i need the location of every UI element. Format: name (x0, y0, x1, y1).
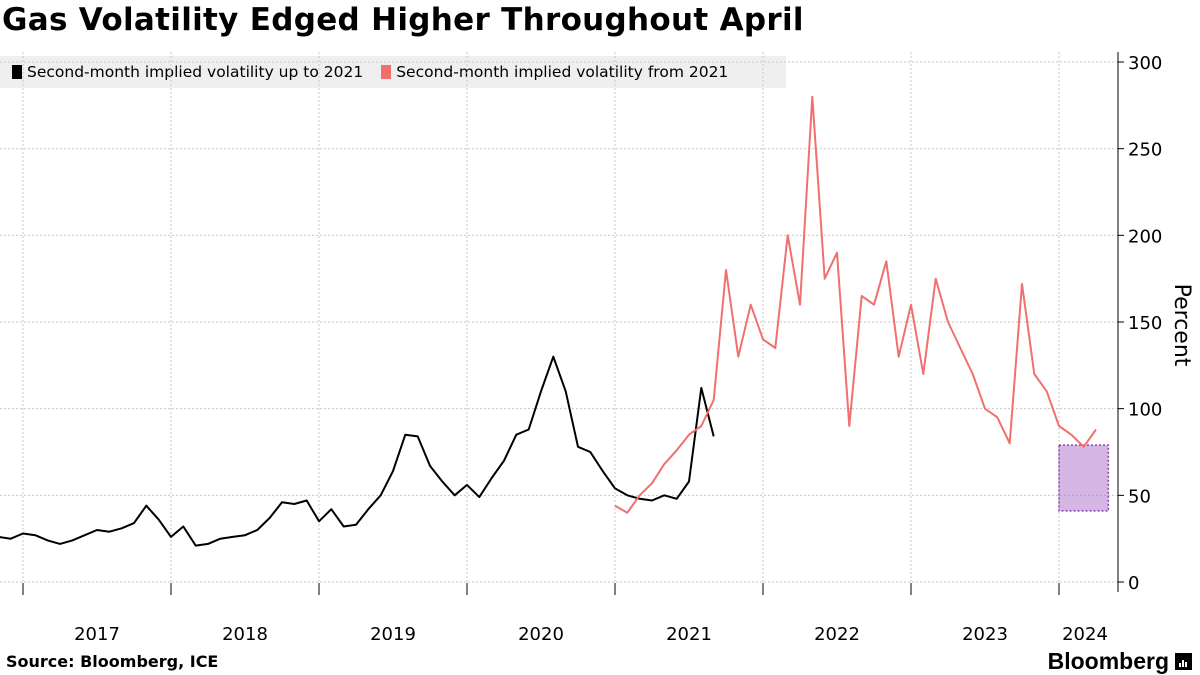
axes: 0 50 100 150 200 250 300 2017 2018 2019 2020 2021 20… (22, 52, 1162, 640)
y-tick-label: 0 (1128, 573, 1139, 594)
source-note: Source: Bloomberg, ICE (6, 652, 219, 671)
legend-item-after: Second-month implied volatility from 202… (381, 63, 728, 81)
x-tick-label: 2018 (222, 624, 268, 640)
y-tick-label: 150 (1128, 313, 1162, 334)
x-tick-label: 2023 (962, 624, 1008, 640)
x-tick-label: 2017 (74, 624, 120, 640)
y-tick-label: 200 (1128, 226, 1162, 247)
legend-label-before: Second-month implied volatility up to 20… (27, 63, 364, 81)
chart-title: Gas Volatility Edged Higher Throughout A… (2, 2, 804, 38)
y-axis-label: Percent (1169, 284, 1194, 367)
series-line-1 (614, 95, 1097, 514)
y-tick-label: 250 (1128, 140, 1162, 161)
highlight-box (1058, 444, 1110, 512)
legend-label-after: Second-month implied volatility from 202… (396, 63, 729, 81)
bloomberg-icon (1175, 653, 1192, 670)
series-layer (0, 95, 1097, 547)
x-tick-label: 2019 (370, 624, 416, 640)
series-line-0 (0, 355, 715, 547)
legend-swatch-before (12, 65, 22, 79)
x-tick-label: 2024 (1062, 624, 1108, 640)
grid (0, 52, 1118, 583)
y-tick-label: 300 (1128, 53, 1162, 74)
legend-item-before: Second-month implied volatility up to 20… (12, 63, 363, 81)
x-tick-label: 2021 (666, 624, 712, 640)
brand-name: Bloomberg (1047, 648, 1169, 674)
x-tick-label: 2022 (814, 624, 860, 640)
y-tick-label: 50 (1128, 486, 1151, 507)
legend: Second-month implied volatility up to 20… (0, 56, 786, 88)
line-chart: 0 50 100 150 200 250 300 2017 2018 2019 2020 2021 20… (0, 52, 1194, 640)
x-tick-label: 2020 (518, 624, 564, 640)
highlight-layer (1058, 444, 1110, 512)
y-tick-label: 100 (1128, 400, 1162, 421)
bloomberg-logo: Bloomberg (1048, 648, 1192, 675)
legend-swatch-after (381, 65, 392, 79)
